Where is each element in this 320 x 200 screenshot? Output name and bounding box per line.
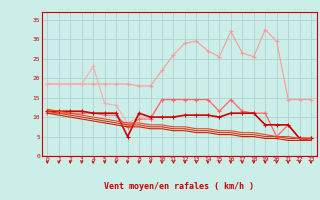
X-axis label: Vent moyen/en rafales ( km/h ): Vent moyen/en rafales ( km/h ) <box>104 182 254 191</box>
